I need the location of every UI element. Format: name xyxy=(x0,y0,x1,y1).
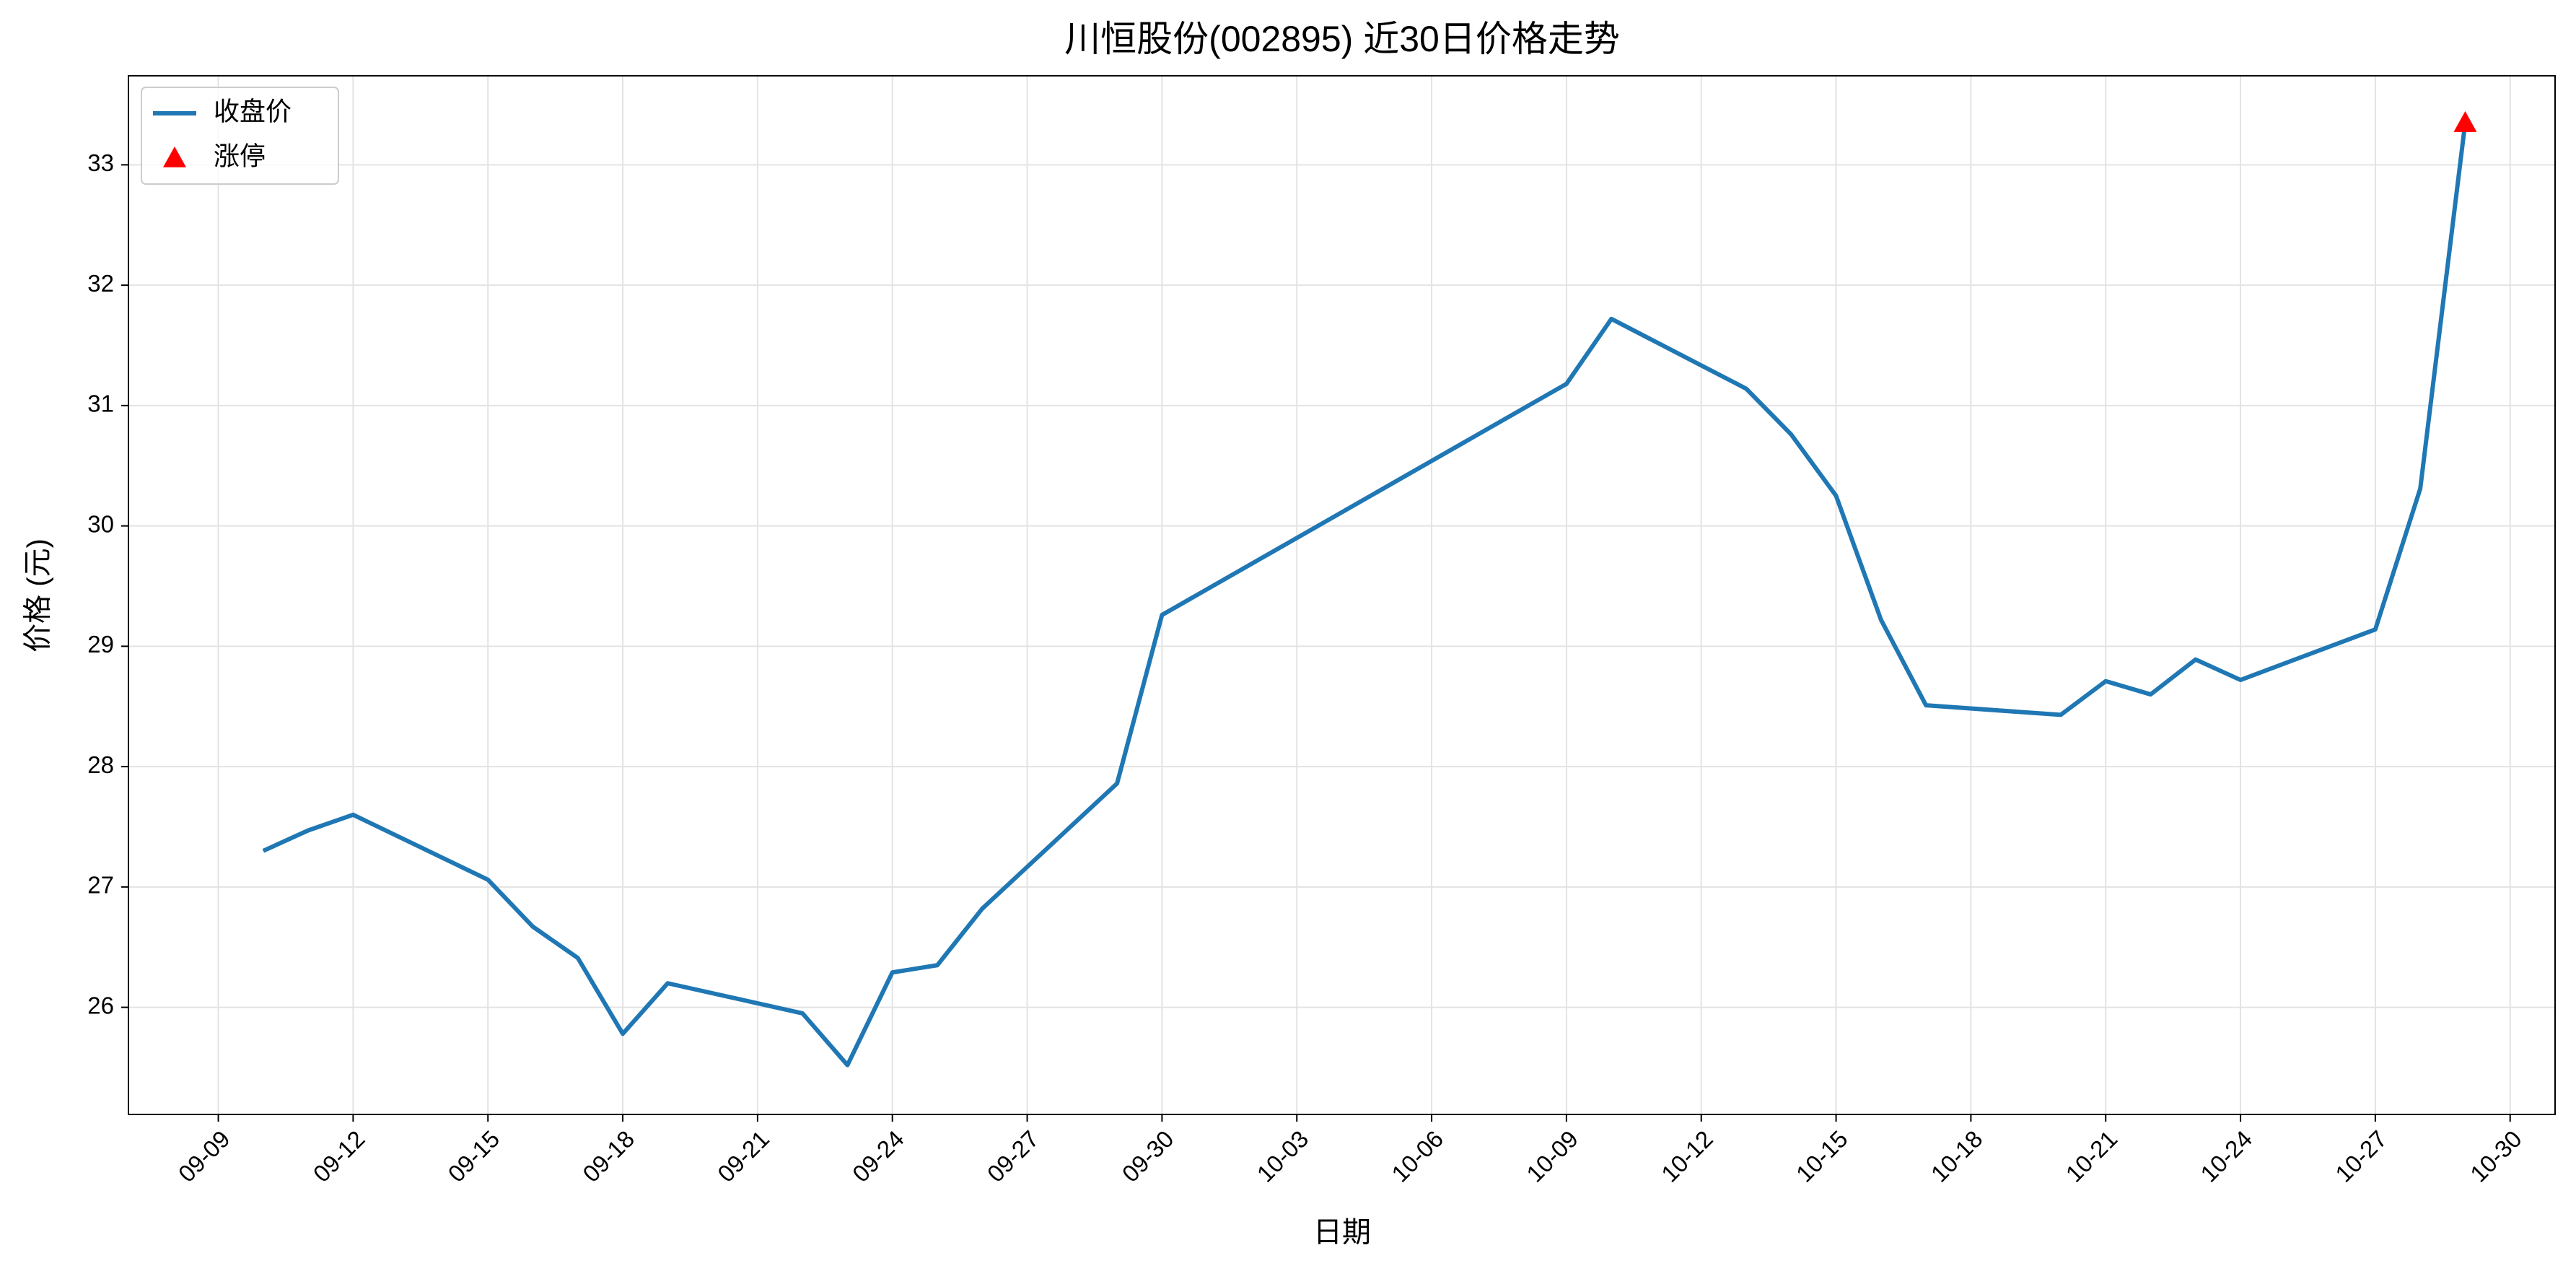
x-tick-label: 10-12 xyxy=(1656,1125,1718,1187)
legend-swatch xyxy=(163,147,186,167)
y-tick-label: 32 xyxy=(87,270,114,297)
x-tick-label: 10-24 xyxy=(2195,1125,2257,1187)
x-tick-label: 09-18 xyxy=(577,1125,639,1187)
x-axis-label: 日期 xyxy=(1313,1217,1371,1249)
x-tick-label: 10-09 xyxy=(1521,1125,1583,1187)
x-tick-label: 09-15 xyxy=(442,1125,504,1187)
x-tick-label: 09-09 xyxy=(173,1125,235,1187)
y-axis-label: 价格 (元) xyxy=(22,538,54,652)
legend-label: 涨停 xyxy=(214,141,266,171)
x-tick-label: 10-06 xyxy=(1386,1125,1448,1187)
y-tick-label: 29 xyxy=(87,631,114,658)
limit-up-marker xyxy=(2453,111,2477,132)
x-tick-label: 10-18 xyxy=(1926,1125,1988,1187)
legend-label: 收盘价 xyxy=(214,97,292,126)
y-tick-label: 31 xyxy=(87,390,114,417)
x-tick-label: 09-12 xyxy=(308,1125,370,1187)
y-tick-label: 28 xyxy=(87,751,114,778)
price-line xyxy=(262,122,2468,1068)
y-tick-label: 27 xyxy=(87,872,114,899)
x-tick-label: 09-21 xyxy=(712,1125,774,1187)
x-tick-label: 10-03 xyxy=(1251,1125,1313,1187)
x-tick-label: 10-15 xyxy=(1791,1125,1853,1187)
x-tick-label: 09-24 xyxy=(847,1125,909,1187)
y-tick-label: 30 xyxy=(87,510,114,537)
x-tick-label: 10-21 xyxy=(2060,1125,2122,1187)
x-tick-label: 09-30 xyxy=(1117,1125,1179,1187)
y-tick-label: 26 xyxy=(87,992,114,1018)
x-tick-label: 10-27 xyxy=(2330,1125,2392,1187)
chart-title: 川恒股份(002895) 近30日价格走势 xyxy=(1064,19,1620,59)
x-tick-label: 09-27 xyxy=(982,1125,1044,1187)
x-tick-label: 10-30 xyxy=(2465,1125,2527,1187)
plot-frame xyxy=(128,75,2556,1115)
y-tick-label: 33 xyxy=(87,149,114,176)
